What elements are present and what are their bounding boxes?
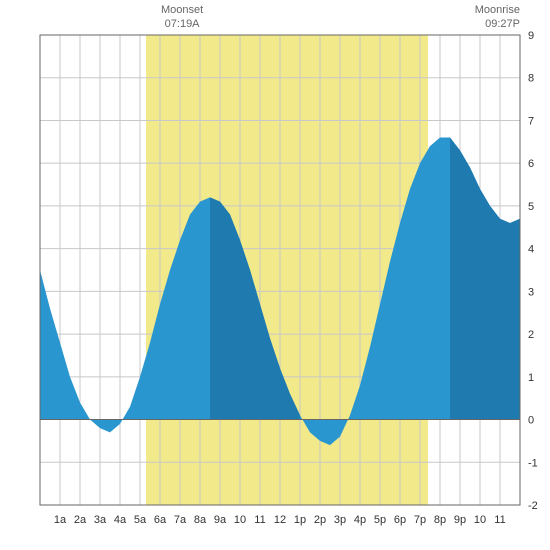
x-tick-label: 7p (414, 514, 426, 526)
x-tick-label: 9a (214, 514, 227, 526)
y-tick-label: 5 (528, 201, 534, 213)
x-tick-label: 5a (134, 514, 147, 526)
x-tick-label: 3a (94, 514, 107, 526)
annotation-title: Moonrise (475, 3, 520, 17)
x-tick-label: 12 (274, 514, 286, 526)
y-tick-label: 8 (528, 73, 534, 85)
y-tick-label: 4 (528, 244, 534, 256)
x-tick-label: 2p (314, 514, 326, 526)
x-tick-label: 6p (394, 514, 406, 526)
y-tick-label: 3 (528, 286, 534, 298)
y-tick-label: 1 (528, 372, 534, 384)
annotation-moonrise: Moonrise09:27P (475, 3, 520, 32)
x-tick-label: 5p (374, 514, 386, 526)
x-tick-label: 1p (294, 514, 306, 526)
y-tick-label: 9 (528, 30, 534, 42)
x-tick-label: 6a (154, 514, 167, 526)
annotation-title: Moonset (161, 3, 203, 17)
y-tick-label: 7 (528, 115, 534, 127)
y-tick-label: 2 (528, 329, 534, 341)
annotation-time: 09:27P (475, 17, 520, 31)
chart-svg: -2-101234567891a2a3a4a5a6a7a8a9a1011121p… (0, 0, 550, 550)
x-tick-label: 1a (54, 514, 67, 526)
x-tick-label: 7a (174, 514, 187, 526)
annotation-moonset: Moonset07:19A (161, 3, 203, 32)
x-tick-label: 8a (194, 514, 207, 526)
x-tick-label: 9p (454, 514, 466, 526)
x-tick-label: 11 (254, 514, 265, 526)
tide-chart: -2-101234567891a2a3a4a5a6a7a8a9a1011121p… (0, 0, 550, 550)
x-tick-label: 8p (434, 514, 446, 526)
y-tick-label: 0 (528, 415, 534, 427)
x-tick-label: 10 (234, 514, 246, 526)
y-tick-label: -2 (528, 500, 538, 512)
x-tick-label: 4p (354, 514, 366, 526)
y-tick-label: 6 (528, 158, 534, 170)
x-tick-label: 2a (74, 514, 87, 526)
x-tick-label: 3p (334, 514, 346, 526)
x-tick-label: 10 (474, 514, 486, 526)
x-tick-label: 11 (494, 514, 505, 526)
annotation-time: 07:19A (161, 17, 203, 31)
x-tick-label: 4a (114, 514, 127, 526)
y-tick-label: -1 (528, 457, 538, 469)
